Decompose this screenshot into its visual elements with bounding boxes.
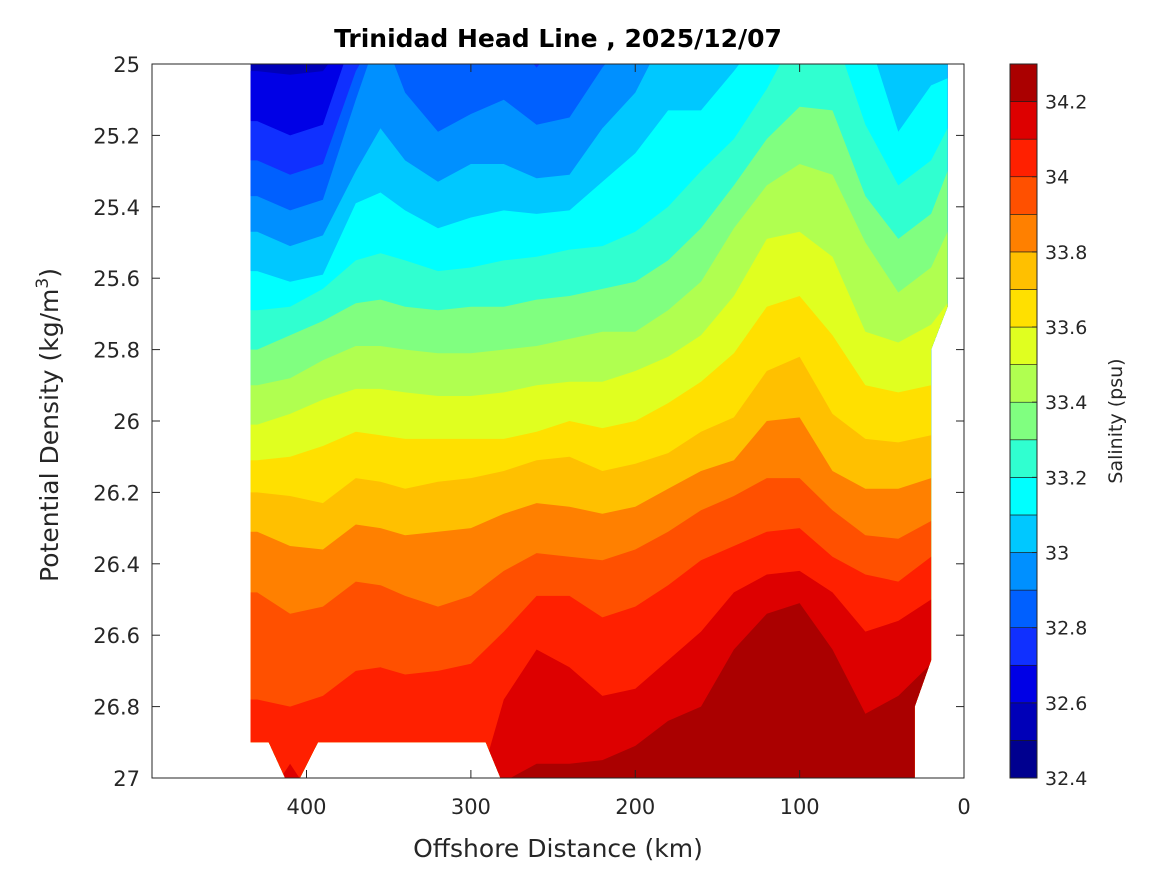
y-tick-label: 26.4 [93,553,140,577]
colorbar-swatch [1009,740,1038,779]
colorbar-swatch [1009,439,1038,478]
colorbar-tick-label: 33.8 [1045,242,1087,264]
colorbar-tick-label: 33.6 [1045,317,1087,339]
colorbar-swatch [1009,289,1038,328]
y-tick-label: 26 [113,410,140,434]
colorbar-tick-label: 33 [1045,543,1069,565]
colorbar-swatch [1009,702,1038,741]
contour-band-34.2 [250,603,948,778]
colorbar-frame [1009,63,1038,779]
colorbar-tick-label: 32.4 [1045,768,1087,790]
x-tick-label: 100 [780,795,820,819]
y-tick-label: 26.6 [93,624,140,648]
colorbar-swatch [1009,101,1038,140]
y-tick-label: 25.4 [93,196,140,220]
y-axis-label: Potential Density (kg/m3) [33,268,64,582]
chart-title: Trinidad Head Line , 2025/12/07 [334,24,782,53]
axis-ticks [152,63,965,779]
y-tick-label: 27 [113,767,140,791]
x-tick-label: 0 [957,795,970,819]
x-tick-label: 200 [615,795,655,819]
colorbar-swatch [1009,364,1038,403]
colorbar-tick-label: 34.2 [1045,92,1087,114]
x-tick-label: 300 [451,795,491,819]
axis-tick-labels: 400 300 200 100 0 25 25.2 25.4 25.6 25.8 26 26.2 26.… [93,53,970,819]
x-axis-label: Offshore Distance (km) [413,834,703,863]
colorbar-swatch [1009,589,1038,628]
y-axis-label-main: Potential Density (kg/m [35,289,64,582]
colorbar-swatch [1009,401,1038,441]
colorbar-tick-label: 34 [1045,167,1069,189]
x-tick-label: 400 [286,795,326,819]
colorbar-tick-label: 32.8 [1045,618,1087,640]
colorbar-tick-label: 32.6 [1045,693,1087,715]
y-tick-label: 25.8 [93,339,140,363]
colorbar-swatch [1009,214,1038,253]
y-tick-label: 25 [113,53,140,77]
y-tick-label: 25.2 [93,124,140,148]
colorbar-swatch [1009,176,1038,215]
colorbar-tick-label: 33.2 [1045,467,1087,489]
colorbar-tick-label: 33.4 [1045,392,1087,414]
colorbar-swatch [1009,552,1038,591]
y-axis-label-end: ) [35,268,64,278]
colorbar-swatch [1009,63,1038,102]
colorbar-swatch [1009,514,1038,553]
colorbar-swatch [1009,251,1038,290]
colorbar-swatch [1009,664,1038,704]
colorbar-swatch [1009,477,1038,516]
y-tick-label: 26.8 [93,696,140,720]
y-axis-label-superscript: 3 [33,278,53,289]
colorbar-swatch [1009,138,1038,178]
y-tick-label: 26.2 [93,481,140,505]
colorbar-swatch [1009,326,1038,365]
y-tick-label: 25.6 [93,267,140,291]
contour-fill [250,64,948,778]
colorbar-label: Salinity (psu) [1105,358,1127,483]
colorbar-tick-labels: 32.4 32.6 32.8 33 33.2 33.4 33.6 33.8 34 34.2 [1045,92,1087,790]
colorbar [1009,63,1038,779]
colorbar-swatch [1009,627,1038,666]
